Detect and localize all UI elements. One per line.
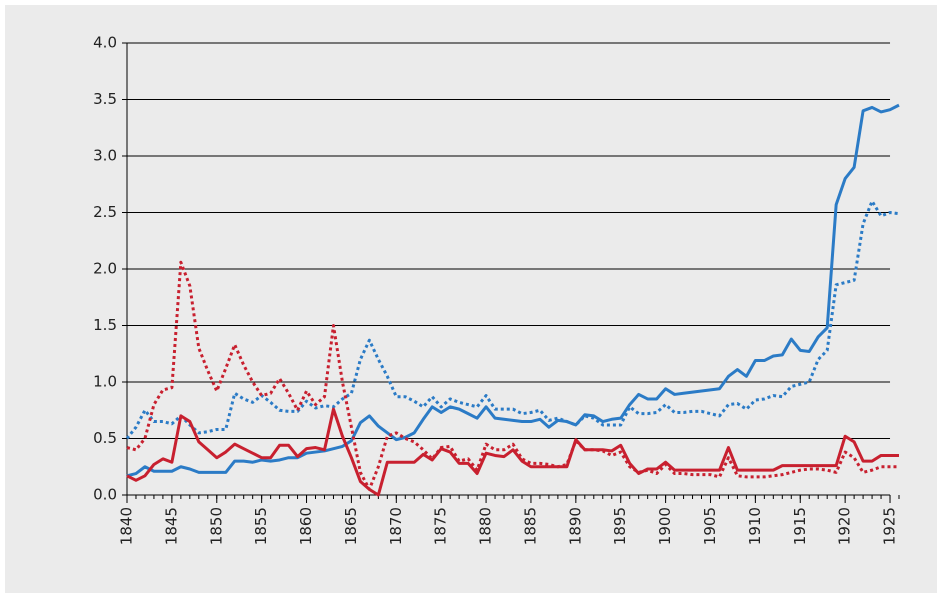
x-tick-label: 1850 [207, 507, 225, 545]
y-tick-label: 1.5 [93, 316, 117, 334]
x-tick-label: 1900 [656, 507, 674, 545]
x-tick-label: 1870 [387, 507, 405, 545]
x-tick-label: 1890 [566, 507, 584, 545]
x-tick-label: 1895 [611, 507, 629, 545]
y-tick-label: 0.0 [93, 486, 117, 504]
x-tick-label: 1855 [252, 507, 270, 545]
series-line [126, 260, 899, 491]
x-tick-label: 1845 [162, 507, 180, 545]
x-tick-label: 1915 [791, 507, 809, 545]
x-tick-label: 1885 [521, 507, 539, 545]
series-line [126, 407, 899, 497]
y-tick-label: 2.0 [93, 260, 117, 278]
y-tick-label: 1.0 [93, 373, 117, 391]
x-tick-label: 1875 [432, 507, 450, 545]
y-tick-label: 4.0 [93, 34, 117, 52]
x-tick-label: 1860 [297, 507, 315, 545]
y-tick-label: 0.5 [93, 429, 117, 447]
x-tick-label: 1840 [118, 507, 136, 545]
x-tick-label: 1925 [881, 507, 899, 545]
y-tick-label: 3.5 [93, 90, 117, 108]
y-tick-label: 3.0 [93, 147, 117, 165]
x-tick-label: 1920 [836, 507, 854, 545]
x-tick-label: 1905 [701, 507, 719, 545]
series-line [125, 199, 900, 440]
x-tick-label: 1865 [342, 507, 360, 545]
series-line [126, 103, 900, 478]
x-tick-label: 1880 [477, 507, 495, 545]
x-tick-label: 1910 [746, 507, 764, 545]
background [5, 5, 937, 593]
y-tick-label: 2.5 [93, 203, 117, 221]
